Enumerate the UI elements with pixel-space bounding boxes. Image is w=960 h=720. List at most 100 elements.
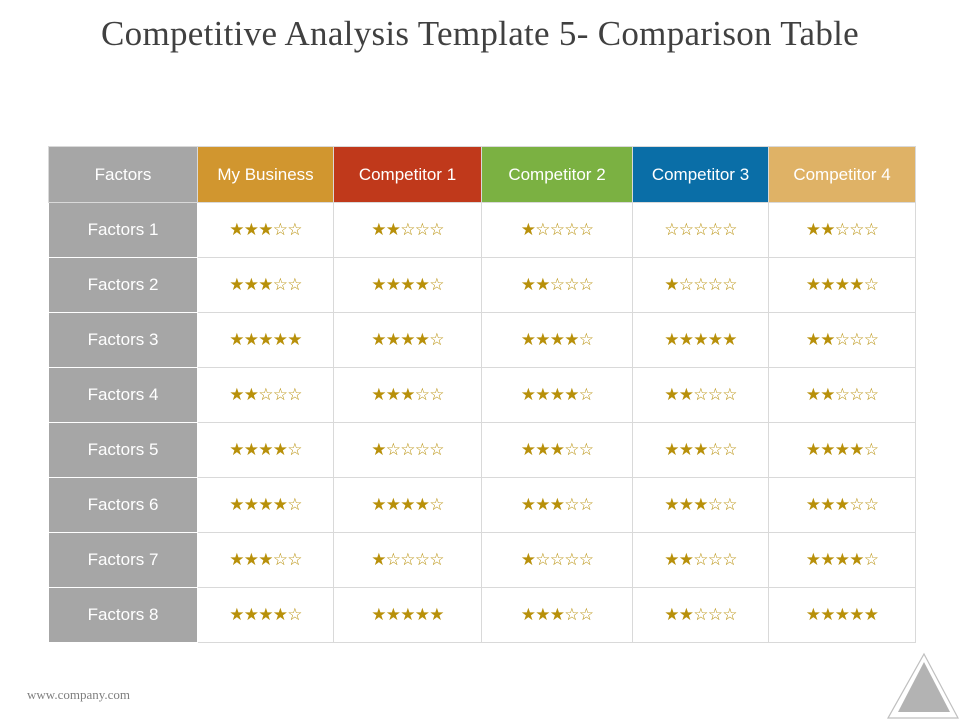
empty-star-icon: ☆ [535,219,551,240]
star-rating: ★☆☆☆☆ [521,551,594,569]
rating-cell-my-business: ★★☆☆☆ [197,367,334,423]
empty-star-icon: ☆ [664,219,680,240]
rating-cell-competitor-3: ☆☆☆☆☆ [632,202,769,258]
filled-star-icon: ★ [693,439,709,460]
filled-star-icon: ★ [243,274,259,295]
empty-star-icon: ☆ [287,439,303,460]
rating-cell-competitor-3: ★★★☆☆ [632,422,769,478]
filled-star-icon: ★ [258,494,274,515]
header-competitor-3: Competitor 3 [632,146,769,203]
filled-star-icon: ★ [520,219,536,240]
empty-star-icon: ☆ [429,494,445,515]
empty-star-icon: ☆ [564,219,580,240]
rating-cell-competitor-3: ★★☆☆☆ [632,532,769,588]
filled-star-icon: ★ [229,494,245,515]
rating-cell-competitor-1: ★★★★☆ [333,312,482,368]
corner-triangle-decoration [886,652,959,719]
star-rating: ★★★★☆ [371,496,444,514]
star-rating: ★★☆☆☆ [806,386,879,404]
filled-star-icon: ★ [820,219,836,240]
empty-star-icon: ☆ [414,549,430,570]
empty-star-icon: ☆ [429,384,445,405]
filled-star-icon: ★ [820,549,836,570]
empty-star-icon: ☆ [287,384,303,405]
filled-star-icon: ★ [820,494,836,515]
filled-star-icon: ★ [834,494,850,515]
filled-star-icon: ★ [678,549,694,570]
filled-star-icon: ★ [520,604,536,625]
filled-star-icon: ★ [520,384,536,405]
rating-cell-my-business: ★★★★☆ [197,422,334,478]
empty-star-icon: ☆ [707,439,723,460]
rating-cell-competitor-1: ★★☆☆☆ [333,202,482,258]
star-rating: ★★☆☆☆ [229,386,302,404]
filled-star-icon: ★ [805,494,821,515]
star-rating: ★★☆☆☆ [371,221,444,239]
filled-star-icon: ★ [834,439,850,460]
filled-star-icon: ★ [678,384,694,405]
empty-star-icon: ☆ [400,439,416,460]
rating-cell-competitor-1: ★★★☆☆ [333,367,482,423]
filled-star-icon: ★ [863,604,879,625]
star-rating: ★★☆☆☆ [664,551,737,569]
empty-star-icon: ☆ [429,549,445,570]
filled-star-icon: ★ [371,549,387,570]
factor-label: Factors 1 [48,202,198,258]
star-rating: ★★★☆☆ [664,496,737,514]
filled-star-icon: ★ [520,274,536,295]
filled-star-icon: ★ [243,549,259,570]
filled-star-icon: ★ [272,604,288,625]
filled-star-icon: ★ [834,549,850,570]
rating-cell-competitor-4: ★★★★☆ [768,422,916,478]
star-rating: ★★★☆☆ [521,441,594,459]
empty-star-icon: ☆ [414,219,430,240]
header-row: Factors My Business Competitor 1 Competi… [48,146,916,203]
empty-star-icon: ☆ [863,494,879,515]
empty-star-icon: ☆ [400,549,416,570]
rating-cell-competitor-4: ★★★★★ [768,587,916,643]
filled-star-icon: ★ [414,274,430,295]
star-rating: ☆☆☆☆☆ [664,221,737,239]
empty-star-icon: ☆ [287,274,303,295]
empty-star-icon: ☆ [678,219,694,240]
empty-star-icon: ☆ [578,274,594,295]
empty-star-icon: ☆ [258,384,274,405]
empty-star-icon: ☆ [400,219,416,240]
filled-star-icon: ★ [400,494,416,515]
filled-star-icon: ★ [664,329,680,350]
filled-star-icon: ★ [805,219,821,240]
empty-star-icon: ☆ [722,219,738,240]
empty-star-icon: ☆ [414,384,430,405]
table-row: Factors 3 ★★★★★ ★★★★☆ ★★★★☆ ★★★★★ ★★☆☆☆ [48,312,916,368]
filled-star-icon: ★ [564,384,580,405]
filled-star-icon: ★ [371,439,387,460]
empty-star-icon: ☆ [564,604,580,625]
empty-star-icon: ☆ [272,384,288,405]
rating-cell-competitor-3: ★☆☆☆☆ [632,257,769,313]
rating-cell-competitor-1: ★★★★★ [333,587,482,643]
header-factors: Factors [48,146,198,203]
filled-star-icon: ★ [371,604,387,625]
filled-star-icon: ★ [805,439,821,460]
rating-cell-my-business: ★★★☆☆ [197,532,334,588]
filled-star-icon: ★ [520,439,536,460]
star-rating: ★☆☆☆☆ [371,441,444,459]
empty-star-icon: ☆ [722,274,738,295]
filled-star-icon: ★ [849,549,865,570]
factor-label: Factors 2 [48,257,198,313]
filled-star-icon: ★ [243,604,259,625]
filled-star-icon: ★ [371,274,387,295]
filled-star-icon: ★ [678,604,694,625]
star-rating: ★★★★☆ [229,606,302,624]
star-rating: ★★☆☆☆ [664,386,737,404]
empty-star-icon: ☆ [578,604,594,625]
empty-star-icon: ☆ [385,549,401,570]
empty-star-icon: ☆ [863,439,879,460]
filled-star-icon: ★ [678,494,694,515]
filled-star-icon: ★ [664,494,680,515]
filled-star-icon: ★ [229,384,245,405]
filled-star-icon: ★ [805,329,821,350]
filled-star-icon: ★ [535,494,551,515]
star-rating: ★★★★☆ [229,441,302,459]
header-competitor-2: Competitor 2 [481,146,633,203]
